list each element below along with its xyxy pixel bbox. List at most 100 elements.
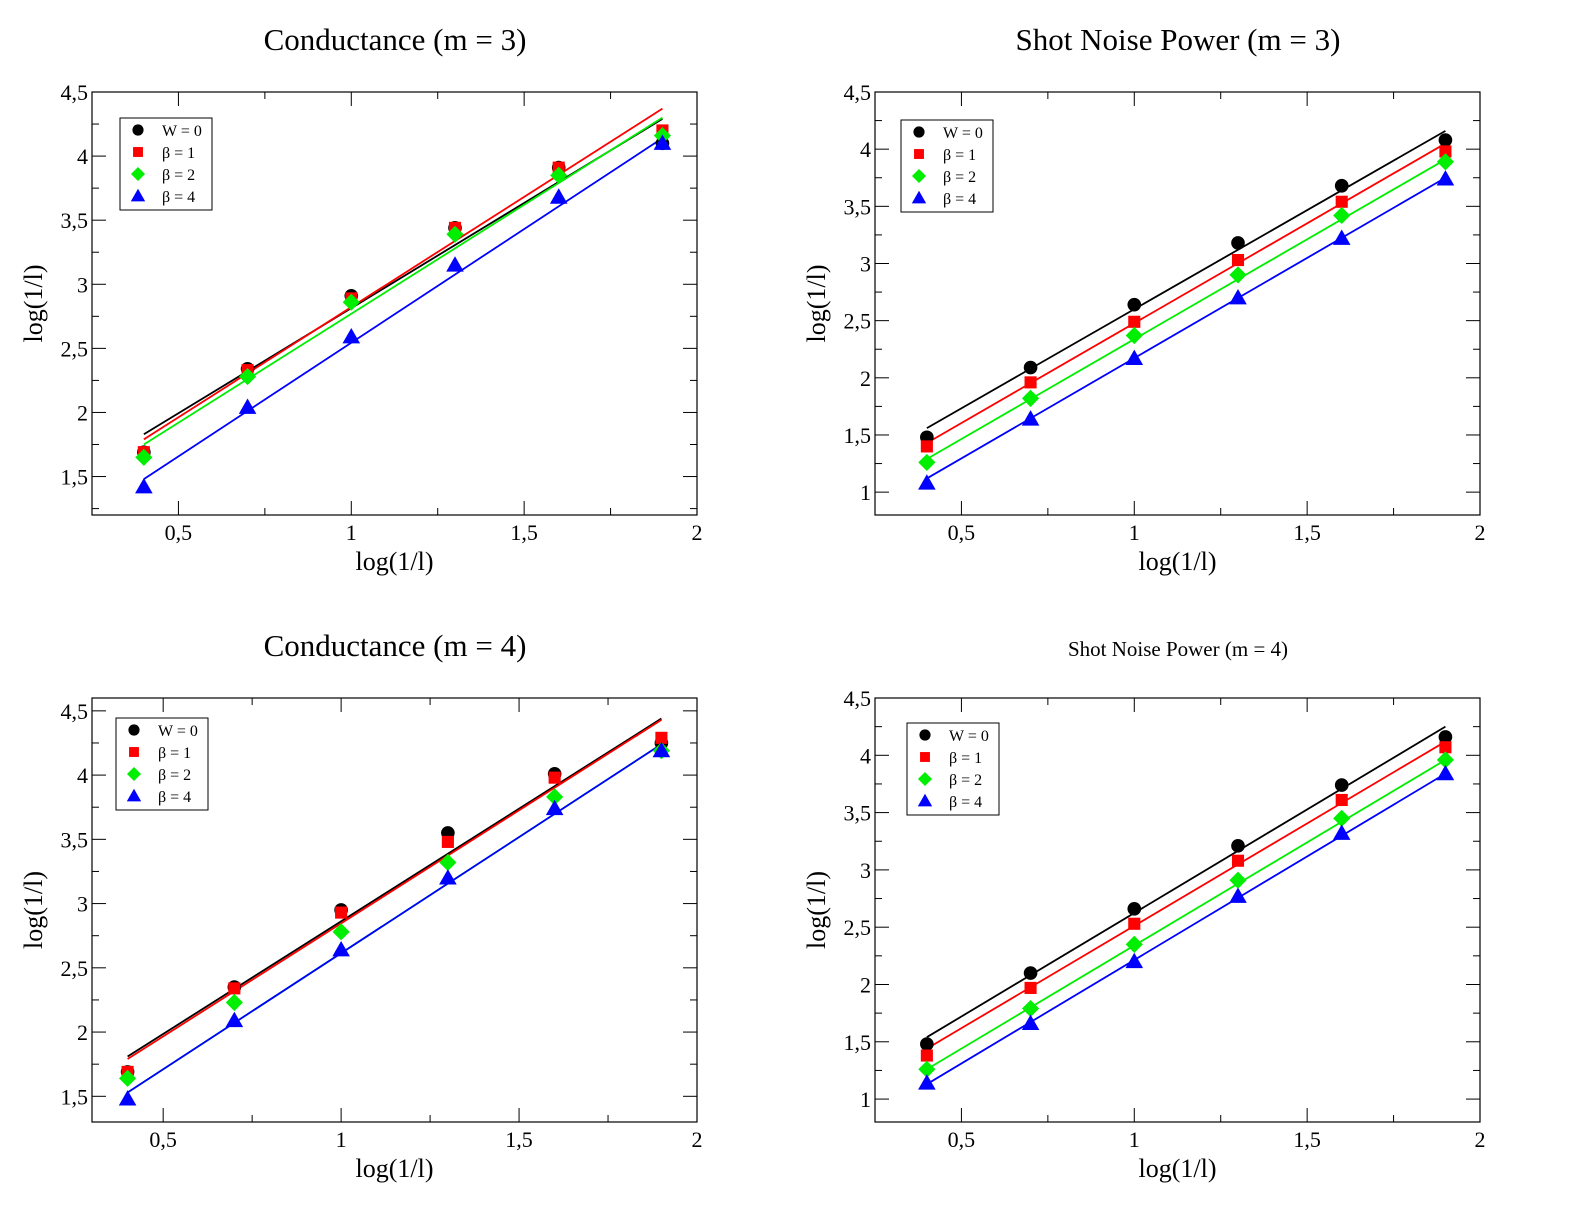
legend-label-series-3: β = 2 xyxy=(949,772,982,789)
legend-marker-series-3 xyxy=(917,771,933,787)
legend-label-series-2: β = 1 xyxy=(943,147,976,164)
fit-line-series-3 xyxy=(926,759,1446,1071)
y-axis-label: log(1/l) xyxy=(802,871,831,949)
y-axis-label: log(1/l) xyxy=(19,265,48,343)
fit-line-series-4 xyxy=(143,137,663,480)
data-point-series-3 xyxy=(135,448,153,466)
legend-marker-series-2 xyxy=(914,149,924,159)
x-tick-label: 1 xyxy=(336,1127,347,1152)
chart-panel-2: Shot Noise Power (m = 3) 0,5 1 1,5 2 1 1,5 2 2,5… xyxy=(802,22,1486,576)
data-point-series-1 xyxy=(1127,297,1142,312)
data-point-series-4 xyxy=(1436,764,1455,781)
plot-frame xyxy=(91,91,698,516)
x-tick-label: 1 xyxy=(1129,520,1140,545)
data-point-series-4 xyxy=(1332,229,1351,245)
y-axis-label: log(1/l) xyxy=(802,265,831,343)
data-point-series-4 xyxy=(1125,349,1144,365)
legend-marker-series-2 xyxy=(920,752,930,762)
fit-line-series-2 xyxy=(926,740,1446,1050)
data-point-series-2 xyxy=(1231,254,1245,267)
data-point-series-3 xyxy=(546,788,564,806)
legend-marker-series-1 xyxy=(132,124,144,136)
y-tick-label: 1,5 xyxy=(844,1030,872,1055)
data-point-series-3 xyxy=(918,453,936,471)
data-point-series-2 xyxy=(1024,981,1037,994)
x-tick-label: 2 xyxy=(1475,1127,1486,1152)
y-tick-label: 3,5 xyxy=(61,208,89,233)
y-tick-label: 4,5 xyxy=(61,80,89,105)
data-point-series-4 xyxy=(1332,824,1351,840)
data-point-series-1 xyxy=(1023,360,1038,375)
legend-marker-series-1 xyxy=(913,126,925,138)
data-point-series-2 xyxy=(1439,741,1452,754)
legend: W = 0 β = 1 β = 2 β = 4 xyxy=(900,119,994,213)
data-point-series-3 xyxy=(1436,153,1455,171)
data-point-series-3 xyxy=(225,993,243,1012)
chart-title: Conductance (m = 4) xyxy=(264,628,527,663)
y-tick-label: 2,5 xyxy=(61,956,89,981)
data-point-series-2 xyxy=(1024,376,1037,389)
y-tick-label: 1 xyxy=(860,1087,871,1112)
fit-line-series-3 xyxy=(926,158,1446,460)
y-tick-label: 1,5 xyxy=(61,465,89,490)
x-tick-label: 1,5 xyxy=(505,1127,533,1152)
data-point-series-4 xyxy=(1125,952,1144,969)
data-point-series-4 xyxy=(439,869,457,885)
x-tick-label: 2 xyxy=(692,1127,703,1152)
y-tick-label: 1 xyxy=(860,480,871,505)
y-tick-label: 4,5 xyxy=(61,699,89,724)
data-point-series-3 xyxy=(332,923,350,941)
fit-line-series-1 xyxy=(926,130,1446,429)
legend-label-series-4: β = 4 xyxy=(162,189,195,206)
legend-marker-series-3 xyxy=(126,766,142,782)
legend: W = 0 β = 1 β = 2 β = 4 xyxy=(115,717,209,811)
y-tick-label: 2 xyxy=(860,366,871,391)
data-point-series-2 xyxy=(920,1049,933,1062)
data-point-series-2 xyxy=(655,731,668,744)
fit-line-series-2 xyxy=(143,107,663,441)
legend-label-series-1: W = 0 xyxy=(949,728,989,745)
data-point-series-3 xyxy=(1125,935,1143,953)
chart-title: Shot Noise Power (m = 4) xyxy=(1068,637,1288,661)
y-tick-label: 2 xyxy=(860,972,871,997)
y-tick-label: 2 xyxy=(77,400,88,425)
data-point-series-2 xyxy=(548,771,561,784)
data-point-series-3 xyxy=(1021,999,1040,1018)
fit-line-series-2 xyxy=(127,719,662,1060)
chart-panel-4: Shot Noise Power (m = 4) 0,5 1 1,5 2 1 1,5 2 2,5… xyxy=(802,637,1486,1183)
legend-marker-series-3 xyxy=(130,166,146,182)
x-tick-label: 0,5 xyxy=(165,520,193,545)
x-tick-label: 0,5 xyxy=(948,1127,976,1152)
fit-line-series-4 xyxy=(926,176,1446,480)
legend-label-series-2: β = 1 xyxy=(949,750,982,767)
data-point-series-1 xyxy=(1023,966,1038,980)
data-point-series-2 xyxy=(1335,195,1348,208)
data-point-series-4 xyxy=(135,478,153,494)
data-point-series-4 xyxy=(652,741,671,758)
x-tick-label: 0,5 xyxy=(149,1127,177,1152)
x-tick-label: 1,5 xyxy=(510,520,538,545)
data-point-series-3 xyxy=(439,853,457,872)
legend: W = 0 β = 1 β = 2 β = 4 xyxy=(119,117,213,211)
data-point-series-2 xyxy=(1335,793,1348,807)
legend-label-series-3: β = 2 xyxy=(162,167,195,184)
plot-frame xyxy=(91,697,698,1123)
data-point-series-2 xyxy=(441,835,454,848)
legend-label-series-2: β = 1 xyxy=(162,145,195,162)
data-point-series-3 xyxy=(238,367,257,386)
data-point-series-4 xyxy=(238,398,257,414)
data-point-series-3 xyxy=(1333,206,1351,225)
x-tick-label: 1,5 xyxy=(1293,520,1321,545)
legend-marker-series-1 xyxy=(128,724,140,736)
data-point-series-4 xyxy=(342,328,361,344)
data-point-series-4 xyxy=(1436,170,1455,186)
fit-line-series-2 xyxy=(926,142,1446,444)
data-point-series-1 xyxy=(1231,839,1245,853)
y-tick-label: 3 xyxy=(77,892,88,917)
legend-marker-series-4 xyxy=(126,788,142,802)
data-point-series-4 xyxy=(332,941,350,957)
y-tick-label: 3,5 xyxy=(844,801,872,826)
fit-line-series-4 xyxy=(127,743,662,1094)
y-tick-label: 2,5 xyxy=(844,309,872,334)
